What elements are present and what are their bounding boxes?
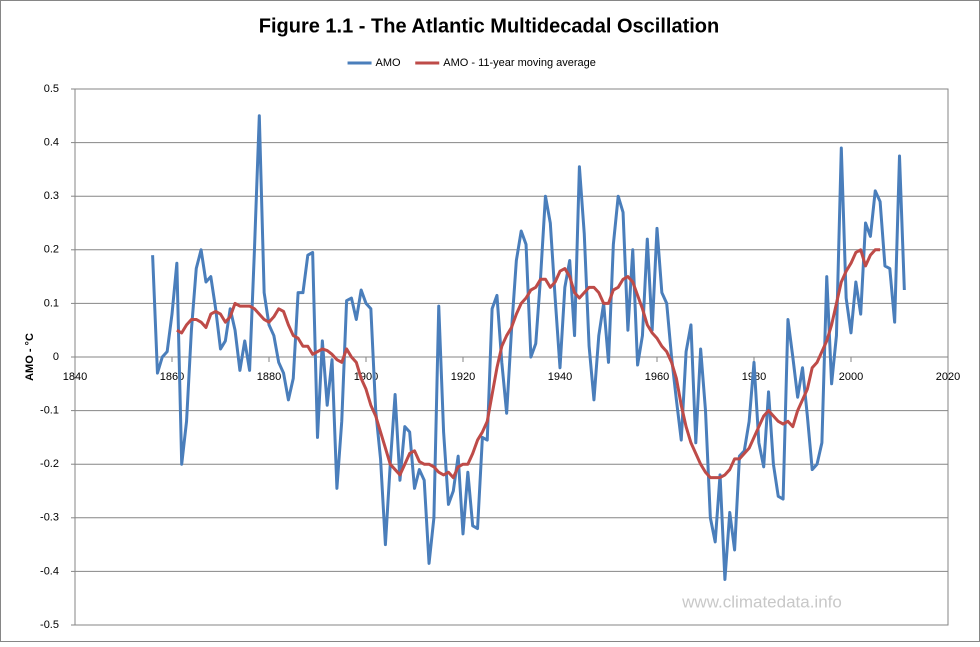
chart-title: Figure 1.1 - The Atlantic Multidecadal O… <box>259 15 719 37</box>
x-tick-label: 1840 <box>63 371 87 383</box>
x-tick-label: 1960 <box>645 371 669 383</box>
data-line <box>176 248 881 480</box>
y-tick-label: 0.2 <box>44 244 59 256</box>
legend-label: AMO <box>376 57 402 69</box>
y-tick-label: -0.1 <box>40 405 59 417</box>
x-tick-label: 2000 <box>839 371 863 383</box>
y-tick-label: 0 <box>53 351 59 363</box>
x-tick-label: 1920 <box>451 371 475 383</box>
y-tick-label: 0.3 <box>44 190 59 202</box>
x-tick-label: 1880 <box>257 371 281 383</box>
x-tick-label: 2020 <box>936 371 960 383</box>
y-tick-label: -0.2 <box>40 458 59 470</box>
y-tick-label: 0.1 <box>44 297 59 309</box>
y-tick-label: -0.5 <box>40 619 59 631</box>
legend-label: AMO - 11-year moving average <box>443 57 596 69</box>
y-tick-label: -0.4 <box>40 565 59 577</box>
data-line <box>151 114 906 581</box>
y-tick-label: 0.4 <box>44 137 59 149</box>
y-tick-label: 0.5 <box>44 83 59 95</box>
y-tick-label: -0.3 <box>40 512 59 524</box>
x-tick-label: 1940 <box>548 371 572 383</box>
watermark: www.climatedata.info <box>681 592 842 611</box>
y-axis-label: AMO - °C <box>24 333 36 381</box>
